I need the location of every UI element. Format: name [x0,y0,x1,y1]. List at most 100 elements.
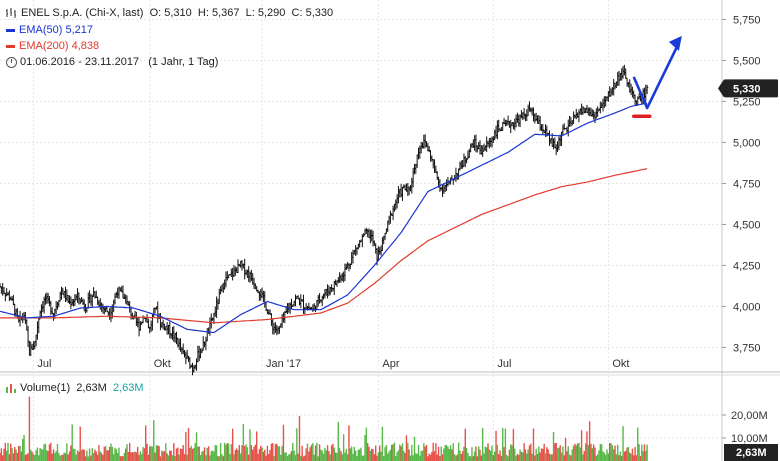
volume-bar [364,435,366,461]
volume-bar [559,445,561,461]
x-tick-label: Okt [612,358,629,370]
y-tick-label: 5,500 [733,55,761,67]
y-tick-label: 4,000 [733,301,761,313]
volume-bar [270,443,273,461]
volume-bar [614,445,616,461]
high-value: H: 5,367 [197,7,240,19]
volume-bar [472,456,475,461]
volume-bar [227,443,230,461]
volume-bar [370,448,373,461]
volume-bar [171,455,174,461]
volume-bar [194,443,196,461]
volume-bar [344,452,346,461]
volume-bar [47,450,49,461]
volume-bar [527,449,529,461]
volume-bar [302,456,305,461]
volume-bar [162,451,164,461]
volume-bar [552,432,555,461]
volume-bar [262,451,265,461]
volume-bar [579,447,581,461]
volume-bar [79,426,81,461]
ema200-swatch [6,44,15,48]
volume-bar [44,443,47,461]
volume-bar [642,451,644,461]
volume-bar [461,451,464,461]
volume-bar [60,454,63,461]
volume-bar [24,454,27,461]
volume-bar [211,450,214,461]
y-tick-label: 4,500 [733,219,761,231]
volume-bar [154,452,156,461]
volume-bar [551,454,553,461]
volume-bar [512,428,515,461]
volume-bar [566,451,568,461]
legend-ema200[interactable]: EMA(200) 4,838 [6,40,99,52]
volume-bars [0,396,648,461]
volume-bar [218,456,220,461]
volume-bar [594,447,596,461]
last-volume-tag [724,444,778,461]
volume-bar [531,453,533,461]
volume-bar [178,454,180,461]
volume-bar [572,445,575,461]
volume-bar [476,456,479,461]
legend-ema50[interactable]: EMA(50) 5,217 [6,24,93,36]
volume-bar [3,448,5,461]
volume-bar [94,449,96,461]
volume-bar [485,447,488,461]
volume-bar [507,456,509,461]
ema200-value: 4,838 [71,40,100,52]
volume-bar [441,454,444,461]
volume-bar [582,454,584,461]
volume-bar [587,445,589,461]
volume-bar [241,445,243,461]
volume-bar [239,453,242,461]
volume-bar [51,453,53,461]
volume-bar [496,444,499,461]
volume-bar [320,449,322,461]
last-volume-label: 2,63M [736,447,767,459]
y-tick-label: 3,750 [733,342,761,354]
volume-bar [257,453,259,461]
volume-bar [373,454,376,461]
volume-bar [321,450,323,461]
ohlc-bars-icon [6,8,16,19]
y-tick-label: 5,250 [733,96,761,108]
volume-bar [235,448,238,461]
volume-bar [337,421,339,461]
volume-bar [23,435,25,461]
volume-bar [409,455,412,461]
volume-bar [626,447,628,461]
volume-bar [40,449,43,461]
volume-bar [516,453,519,461]
ema50-value: 5,217 [65,24,93,36]
volume-bar [145,425,147,461]
volume-bar [524,449,527,461]
volume-bar [468,455,470,461]
volume-bar [314,445,317,461]
volume-bar [197,446,199,461]
volume-bar [515,455,517,461]
volume-bar [106,450,108,461]
volume-bar [536,453,539,461]
volume-bar [437,446,440,461]
volume-bar [439,456,441,461]
volume-bar [252,449,254,461]
open-value: O: 5,310 [149,7,192,19]
volume-bar [463,446,465,461]
volume-bar [483,453,485,461]
volume-bar [280,454,282,461]
volume-bar [86,450,88,461]
volume-bar [586,431,588,461]
volume-bar [59,455,61,461]
volume-bar [91,448,93,461]
volume-bar [592,444,595,461]
volume-bar [5,450,8,461]
volume-bar [133,452,135,461]
volume-tick-label: 20,00M [731,410,768,422]
volume-bar [621,456,623,461]
volume-bar [110,443,112,461]
volume-bar [118,447,120,461]
